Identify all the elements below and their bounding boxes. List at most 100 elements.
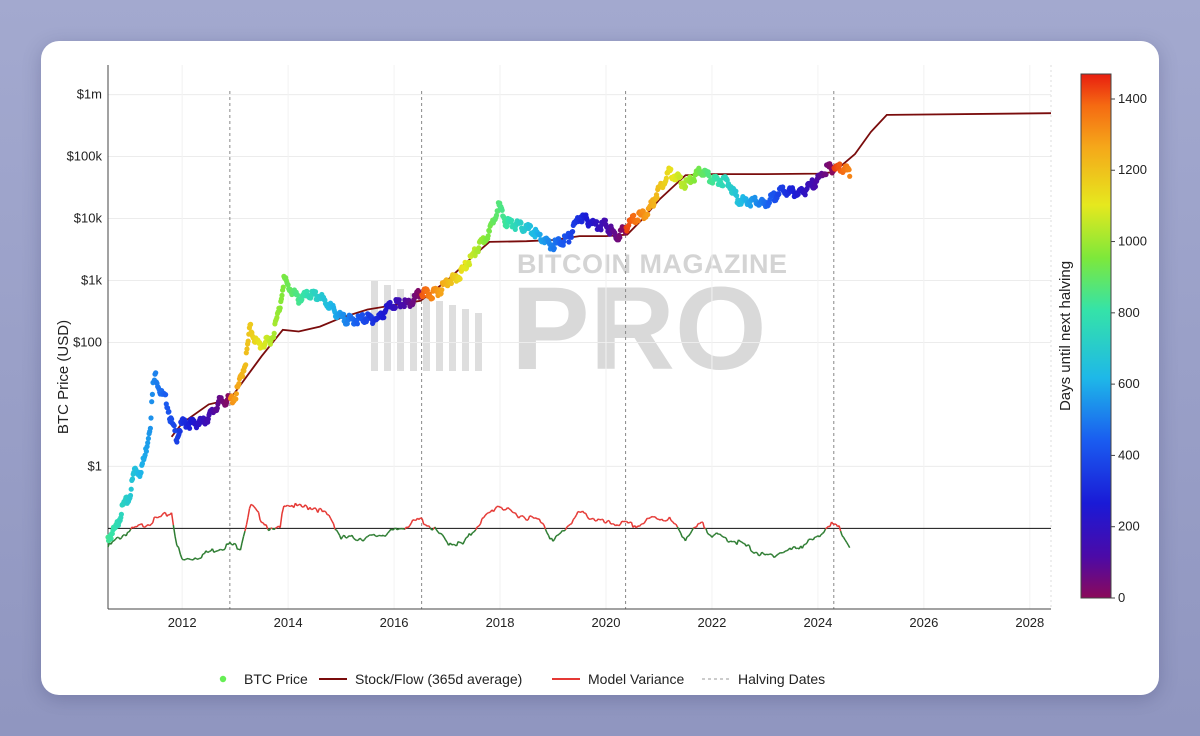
btc-price-point [148,415,154,421]
legend-label-model-variance: Model Variance [588,671,684,687]
variance-segment [418,517,422,521]
variance-segment [259,519,263,523]
variance-segment [654,516,658,520]
variance-segment [275,526,278,529]
variance-segment [682,536,685,539]
variance-segment [597,518,601,521]
variance-segment [668,516,672,521]
variance-segment [161,512,165,516]
variance-segment [483,514,486,518]
variance-segment [518,515,521,519]
variance-segment [473,529,477,533]
btc-price-point [823,171,829,178]
variance-segment [535,517,539,520]
variance-segment [739,540,742,543]
variance-segment [410,519,414,524]
variance-segment [170,512,175,526]
variance-segment [424,523,428,527]
watermark-logo-bar [384,285,391,371]
btc-price-point [108,536,114,542]
variance-segment [296,504,300,507]
legend-item-stock-flow[interactable]: Stock/Flow (365d average) [319,671,522,687]
legend-label-stock-flow: Stock/Flow (365d average) [355,671,522,687]
variance-segment [618,523,621,527]
variance-segment [806,539,810,544]
variance-segment [160,514,163,518]
btc-price-point [285,282,291,288]
variance-segment [257,512,261,521]
btc-price-point [747,203,754,209]
variance-segment [500,507,504,511]
variance-segment [838,525,842,532]
btc-price-point [187,425,193,431]
variance-segment [150,522,154,525]
variance-segment [689,530,693,535]
variance-segment [479,518,483,525]
variance-segment [226,543,229,546]
variance-segment [407,525,411,529]
legend-item-btc-price[interactable]: BTC Price [219,671,308,687]
variance-segment [514,512,518,516]
variance-segment [553,535,557,540]
variance-segment [141,523,144,528]
variance-segment [724,536,727,539]
variance-segment [354,538,358,542]
btc-price-series [105,161,853,544]
y-tick-label: $1 [88,458,102,473]
variance-segment [820,532,823,536]
btc-price-point [439,287,445,293]
btc-price-point [127,492,134,499]
btc-price-point [171,423,177,429]
variance-segment [608,520,612,525]
variance-segment [363,536,367,541]
watermark-line1: BITCOIN MAGAZINE [517,249,788,279]
btc-price-point [561,239,567,245]
btc-price-point [617,234,623,241]
variance-segment [730,540,733,543]
variance-segment [271,527,275,531]
variance-segment [650,515,653,519]
variance-segment [750,550,753,553]
variance-segment [786,549,789,552]
variance-segment [498,505,501,508]
variance-segment [335,529,339,534]
variance-segment [281,505,285,514]
btc-price-point [139,461,145,467]
variance-segment [253,506,257,510]
variance-segment [273,527,276,531]
variance-segment [711,534,715,538]
variance-segment [699,521,702,525]
btc-price-point [448,280,454,286]
variance-segment [522,515,526,519]
colorbar-tick-label: 800 [1118,305,1140,320]
variance-segment [239,542,243,551]
variance-segment [773,555,777,559]
btc-price-point [145,440,151,446]
variance-segment [713,533,716,537]
variance-segment [706,532,710,536]
btc-price-point [205,416,211,422]
colorbar-tick-label: 1000 [1118,234,1147,249]
variance-segment [635,525,639,529]
variance-segment [174,536,178,546]
variance-segment [465,536,469,539]
variance-segment [566,525,570,528]
legend-item-halving-dates[interactable]: Halving Dates [702,671,825,687]
btc-price-point [138,469,144,476]
colorbar-tick-label: 0 [1118,590,1125,605]
variance-segment [737,539,741,542]
btc-price-point [312,289,319,295]
x-tick-label: 2022 [697,615,726,630]
btc-price-point [486,228,492,234]
variance-segment [844,539,848,543]
variance-segment [244,524,248,532]
variance-segment [792,545,795,548]
variance-segment [351,534,355,539]
variance-segment [619,520,623,525]
btc-price-point [677,174,684,180]
btc-price-point [271,330,277,336]
legend-item-model-variance[interactable]: Model Variance [552,671,684,687]
variance-segment [745,544,749,547]
variance-segment [637,525,640,528]
variance-segment [568,523,571,527]
